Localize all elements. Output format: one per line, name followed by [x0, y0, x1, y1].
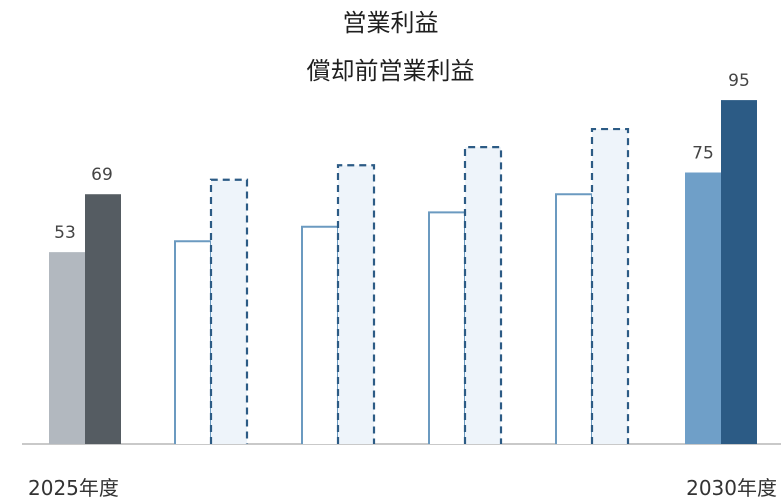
x-label-start: 2025年度	[28, 476, 119, 500]
bar-ebitda-interim-fill-4	[592, 129, 628, 444]
bar-ebitda-2030	[721, 100, 757, 444]
bar-ebitda-interim-3	[463, 146, 503, 444]
bar-operating-profit-interim-2	[301, 225, 339, 444]
legend-ebitda: 償却前営業利益	[306, 57, 475, 85]
data-label-operating-profit-2030: 75	[692, 144, 714, 164]
bar-ebitda-interim-4	[590, 127, 630, 444]
bar-ebitda-interim-1	[209, 178, 249, 444]
legend-operating-profit: 営業利益	[342, 9, 439, 37]
bar-operating-profit-2030	[685, 172, 721, 444]
bar-ebitda-2025	[85, 194, 121, 444]
bar-operating-profit-interim-4	[555, 193, 593, 444]
data-label-ebitda-2030: 95	[728, 71, 750, 91]
bar-operating-profit-interim-1	[174, 240, 212, 444]
x-label-end: 2030年度	[686, 476, 777, 500]
data-label-operating-profit-2025: 53	[54, 223, 76, 243]
bar-operating-profit-interim-3	[428, 211, 466, 444]
data-label-ebitda-2025: 69	[91, 165, 113, 185]
bar-ebitda-interim-fill-2	[338, 165, 374, 444]
bar-ebitda-interim-fill-1	[211, 179, 247, 445]
bar-ebitda-interim-fill-3	[465, 147, 501, 444]
bar-operating-profit-2025	[49, 252, 85, 444]
